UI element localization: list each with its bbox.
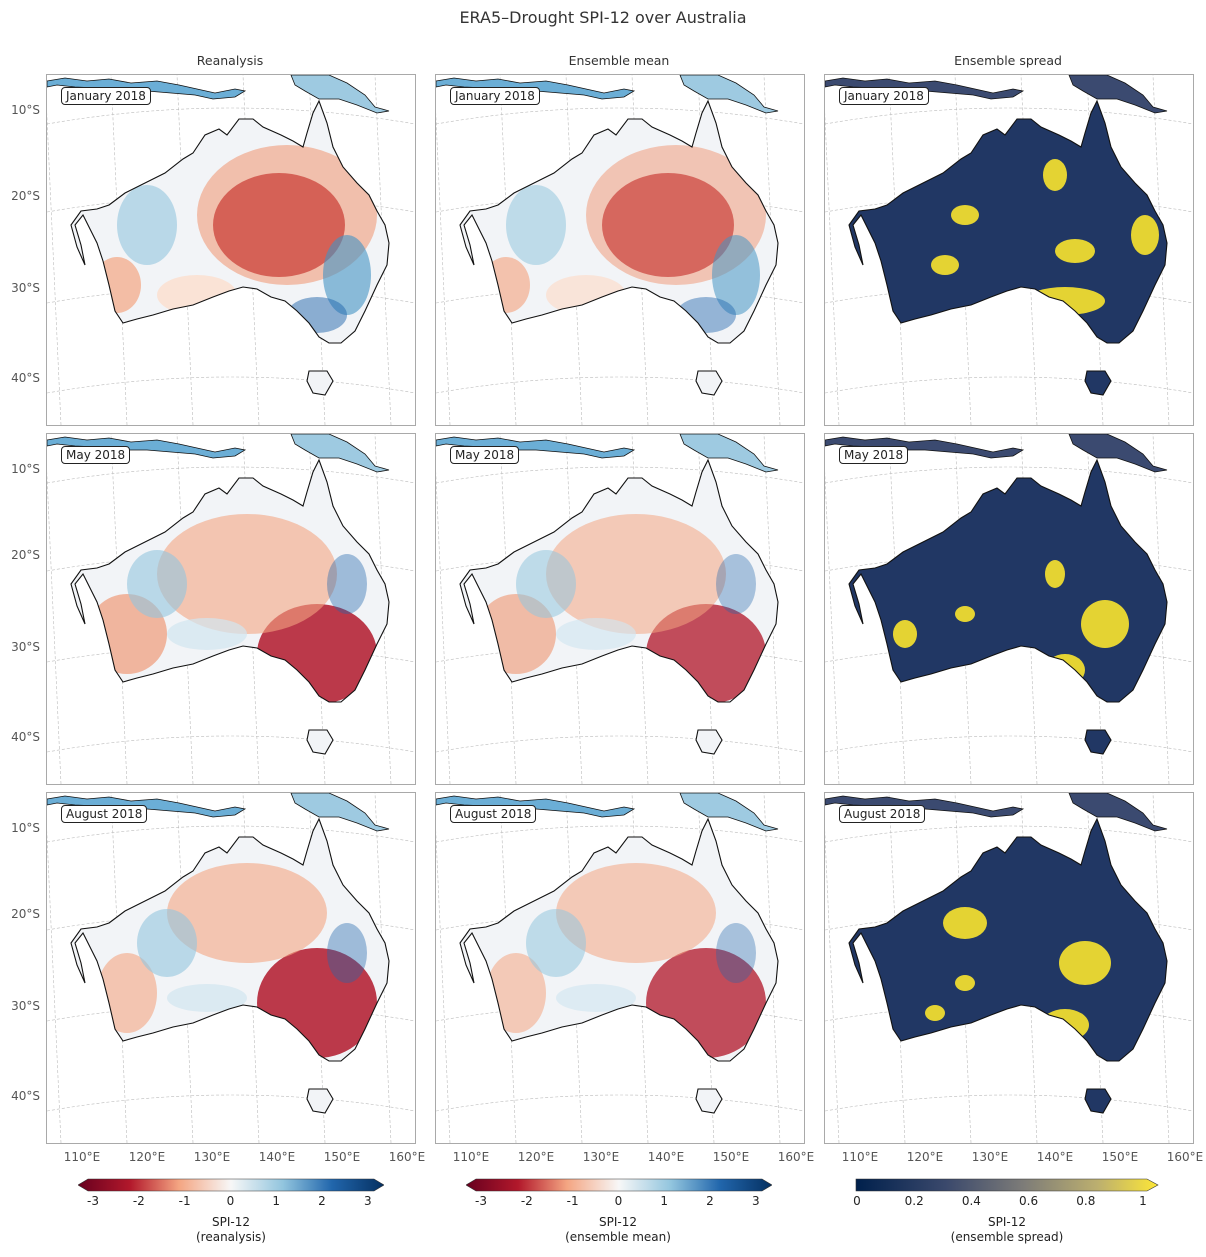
latitude-tick-label: 30°S [11,281,40,295]
colorbar-tick-label: -2 [520,1194,533,1208]
figure-title: ERA5–Drought SPI-12 over Australia [459,8,747,27]
australia-map [825,793,1193,1143]
longitude-tick-label: 130°E [971,1150,1009,1164]
colorbar-tick-label: 1 [660,1194,668,1208]
latitude-tick-label: 20°S [11,907,40,921]
map-panel-ensemble-mean-row-2: May 2018 [435,433,805,785]
map-panel-ensemble-mean-row-1: January 2018 [435,74,805,426]
australia-map [47,793,415,1143]
longitude-tick-label: 110°E [63,1150,101,1164]
date-label: January 2018 [839,87,929,105]
latitude-tick-label: 20°S [11,189,40,203]
longitude-tick-label: 140°E [1036,1150,1074,1164]
date-label: May 2018 [61,446,131,464]
longitude-tick-label: 150°E [1101,1150,1139,1164]
map-panel-reanalysis-row-2: May 2018 [46,433,416,785]
date-label: May 2018 [450,446,520,464]
colorbar-tick-label: 0.6 [1019,1194,1039,1208]
longitude-tick-label: 140°E [647,1150,685,1164]
date-label: August 2018 [839,805,926,823]
map-panel-ensemble-spread-row-2: May 2018 [824,433,1194,785]
latitude-tick-label: 10°S [11,821,40,835]
longitude-tick-label: 130°E [193,1150,231,1164]
map-panel-ensemble-spread-row-1: January 2018 [824,74,1194,426]
colorbar-tick-label: 0 [614,1194,623,1208]
column-title-ensemble-mean: Ensemble mean [568,53,670,68]
latitude-tick-label: 40°S [11,1089,40,1103]
australia-map [436,434,804,784]
column-title-ensemble-spread: Ensemble spread [954,53,1062,68]
australia-map [47,75,415,425]
colorbar-tick-label: 3 [363,1194,372,1208]
colorbar-tick-label: 3 [751,1194,760,1208]
longitude-tick-label: 120°E [128,1150,166,1164]
date-label: January 2018 [450,87,540,105]
colorbar-tick-label: -3 [475,1194,487,1208]
latitude-tick-label: 20°S [11,548,40,562]
colorbar-label-reanalysis: SPI-12 (reanalysis) [195,1215,266,1244]
longitude-tick-label: 140°E [258,1150,296,1164]
colorbar-ensemble-spread [855,1178,1159,1192]
colorbar-tick-label: 2 [318,1194,326,1208]
longitude-tick-label: 110°E [841,1150,879,1164]
colorbar-tick-label: 0.2 [904,1194,924,1208]
australia-map [436,793,804,1143]
colorbar-label-ensemble-mean: SPI-12 (ensemble mean) [565,1215,671,1244]
longitude-tick-label: 160°E [388,1150,426,1164]
colorbar-tick-label: 0.8 [1076,1194,1096,1208]
australia-map [825,434,1193,784]
colorbar-tick-label: 0 [853,1194,861,1208]
colorbar-tick-label: 0 [226,1194,235,1208]
map-panel-reanalysis-row-1: January 2018 [46,74,416,426]
longitude-tick-label: 130°E [582,1150,620,1164]
colorbar-tick-label: -1 [566,1194,579,1208]
latitude-tick-label: 30°S [11,999,40,1013]
longitude-tick-label: 160°E [777,1150,815,1164]
colorbar-tick-label: 1 [272,1194,280,1208]
australia-map [47,434,415,784]
column-title-reanalysis: Reanalysis [196,53,264,68]
map-panel-ensemble-mean-row-3: August 2018 [435,792,805,1144]
latitude-tick-label: 10°S [11,462,40,476]
australia-map [825,75,1193,425]
colorbar-tick-label: 0.4 [961,1194,981,1208]
colorbar-label-ensemble-spread: SPI-12 (ensemble spread) [950,1215,1064,1244]
colorbar-tick-label: -2 [132,1194,145,1208]
colorbar-tick-label: -1 [178,1194,191,1208]
date-label: January 2018 [61,87,151,105]
longitude-tick-label: 150°E [712,1150,750,1164]
map-panel-reanalysis-row-3: August 2018 [46,792,416,1144]
latitude-tick-label: 40°S [11,730,40,744]
date-label: August 2018 [450,805,537,823]
colorbar-tick-label: 1 [1139,1194,1147,1208]
colorbar-reanalysis [78,1178,384,1192]
longitude-tick-label: 120°E [517,1150,555,1164]
longitude-tick-label: 110°E [452,1150,490,1164]
latitude-tick-label: 10°S [11,103,40,117]
map-panel-ensemble-spread-row-3: August 2018 [824,792,1194,1144]
australia-map [436,75,804,425]
colorbar-tick-label: -3 [87,1194,99,1208]
longitude-tick-label: 120°E [906,1150,944,1164]
latitude-tick-label: 40°S [11,371,40,385]
date-label: May 2018 [839,446,909,464]
latitude-tick-label: 30°S [11,640,40,654]
longitude-tick-label: 150°E [323,1150,361,1164]
colorbar-ensemble-mean [466,1178,772,1192]
longitude-tick-label: 160°E [1166,1150,1204,1164]
date-label: August 2018 [61,805,148,823]
colorbar-tick-label: 2 [706,1194,714,1208]
